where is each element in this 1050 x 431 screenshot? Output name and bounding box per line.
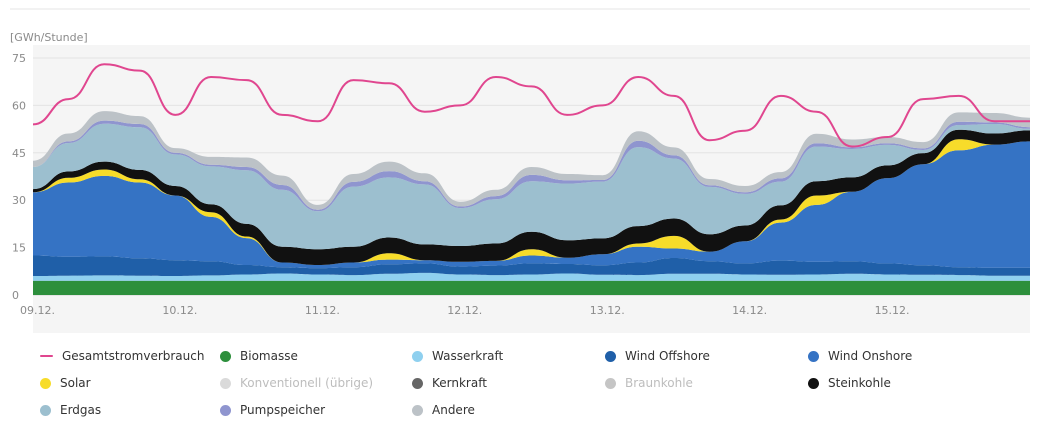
legend-item-wasserkraft[interactable]: Wasserkraft	[412, 349, 503, 363]
legend-swatch	[808, 377, 819, 389]
legend-label: Gesamtstromverbrauch	[62, 349, 205, 363]
legend-item-andere[interactable]: Andere	[412, 403, 475, 417]
legend-label: Konventionell (übrige)	[240, 376, 374, 390]
area-wind-onshore	[33, 141, 1030, 269]
legend-swatch	[40, 377, 51, 389]
legend-label: Solar	[60, 376, 91, 390]
y-tick-label: 30	[12, 194, 26, 207]
y-axis-ticks: 0 15 30 45 60 75	[12, 52, 26, 302]
x-tick-label: 11.12.	[305, 304, 340, 317]
area-wind-offshore	[33, 255, 1030, 276]
legend-item-kernkraft[interactable]: Kernkraft	[412, 376, 487, 390]
legend-swatch	[605, 377, 616, 389]
legend-item-pumpspeicher[interactable]: Pumpspeicher	[220, 403, 325, 417]
x-tick-label: 14.12.	[732, 304, 767, 317]
x-tick-label: 15.12.	[875, 304, 910, 317]
legend-label: Steinkohle	[828, 376, 891, 390]
legend-swatch	[412, 404, 423, 416]
x-axis-ticks: 09.12. 10.12. 11.12. 12.12. 13.12. 14.12. 15.1…	[20, 304, 910, 317]
area-wasserkraft	[33, 272, 1030, 281]
legend-item-biomasse[interactable]: Biomasse	[220, 349, 298, 363]
legend-item-konventionell-ubrige[interactable]: Konventionell (übrige)	[220, 376, 373, 390]
legend-label: Erdgas	[60, 403, 102, 417]
legend-swatch	[220, 377, 231, 389]
legend-item-wind-onshore[interactable]: Wind Onshore	[808, 349, 912, 363]
legend-swatch	[40, 404, 51, 416]
legend-item-erdgas[interactable]: Erdgas	[40, 403, 101, 417]
legend-swatch	[220, 350, 231, 362]
legend-label: Pumpspeicher	[240, 403, 326, 417]
area-pumpspeicher	[33, 120, 1030, 212]
y-tick-label: 15	[12, 242, 26, 255]
consumption-overlay	[32, 63, 1030, 148]
legend-label: Braunkohle	[625, 376, 693, 390]
y-tick-label: 0	[12, 289, 19, 302]
legend-item-wind-offshore[interactable]: Wind Offshore	[605, 349, 710, 363]
area-biomasse	[33, 280, 1030, 295]
area-andere	[33, 111, 1030, 210]
stacked-areas	[33, 111, 1030, 295]
x-tick-label: 10.12.	[162, 304, 197, 317]
legend-label: Andere	[432, 403, 475, 417]
y-axis-label: [GWh/Stunde]	[10, 31, 88, 44]
legend-swatch	[220, 404, 231, 416]
legend-swatch	[412, 350, 423, 362]
legend-label: Wasserkraft	[432, 349, 504, 363]
legend-swatch	[40, 355, 53, 357]
legend-item-braunkohle[interactable]: Braunkohle	[605, 376, 693, 390]
x-tick-label: 12.12.	[447, 304, 482, 317]
legend-label: Biomasse	[240, 349, 298, 363]
legend-label: Wind Offshore	[625, 349, 710, 363]
energy-mix-chart: 0 15 30 45 60 75 09.12. 10.12. 11.12. 12.12. 13.1…	[10, 8, 1030, 317]
line-gesamtstromverbrauch	[32, 63, 1030, 148]
legend-swatch	[808, 350, 819, 362]
legend-label: Kernkraft	[432, 376, 487, 390]
x-tick-label: 09.12.	[20, 304, 55, 317]
legend-swatch	[605, 350, 616, 362]
y-tick-label: 45	[12, 147, 26, 160]
legend-swatch	[412, 377, 423, 389]
legend-item-gesamtstromverbrauch[interactable]: Gesamtstromverbrauch	[40, 349, 204, 363]
y-tick-label: 60	[12, 99, 26, 112]
legend-label: Wind Onshore	[828, 349, 913, 363]
legend-item-steinkohle[interactable]: Steinkohle	[808, 376, 891, 390]
legend-item-solar[interactable]: Solar	[40, 376, 91, 390]
area-steinkohle	[33, 129, 1030, 265]
area-erdgas	[33, 123, 1030, 250]
x-tick-label: 13.12.	[590, 304, 625, 317]
y-tick-label: 75	[12, 52, 26, 65]
